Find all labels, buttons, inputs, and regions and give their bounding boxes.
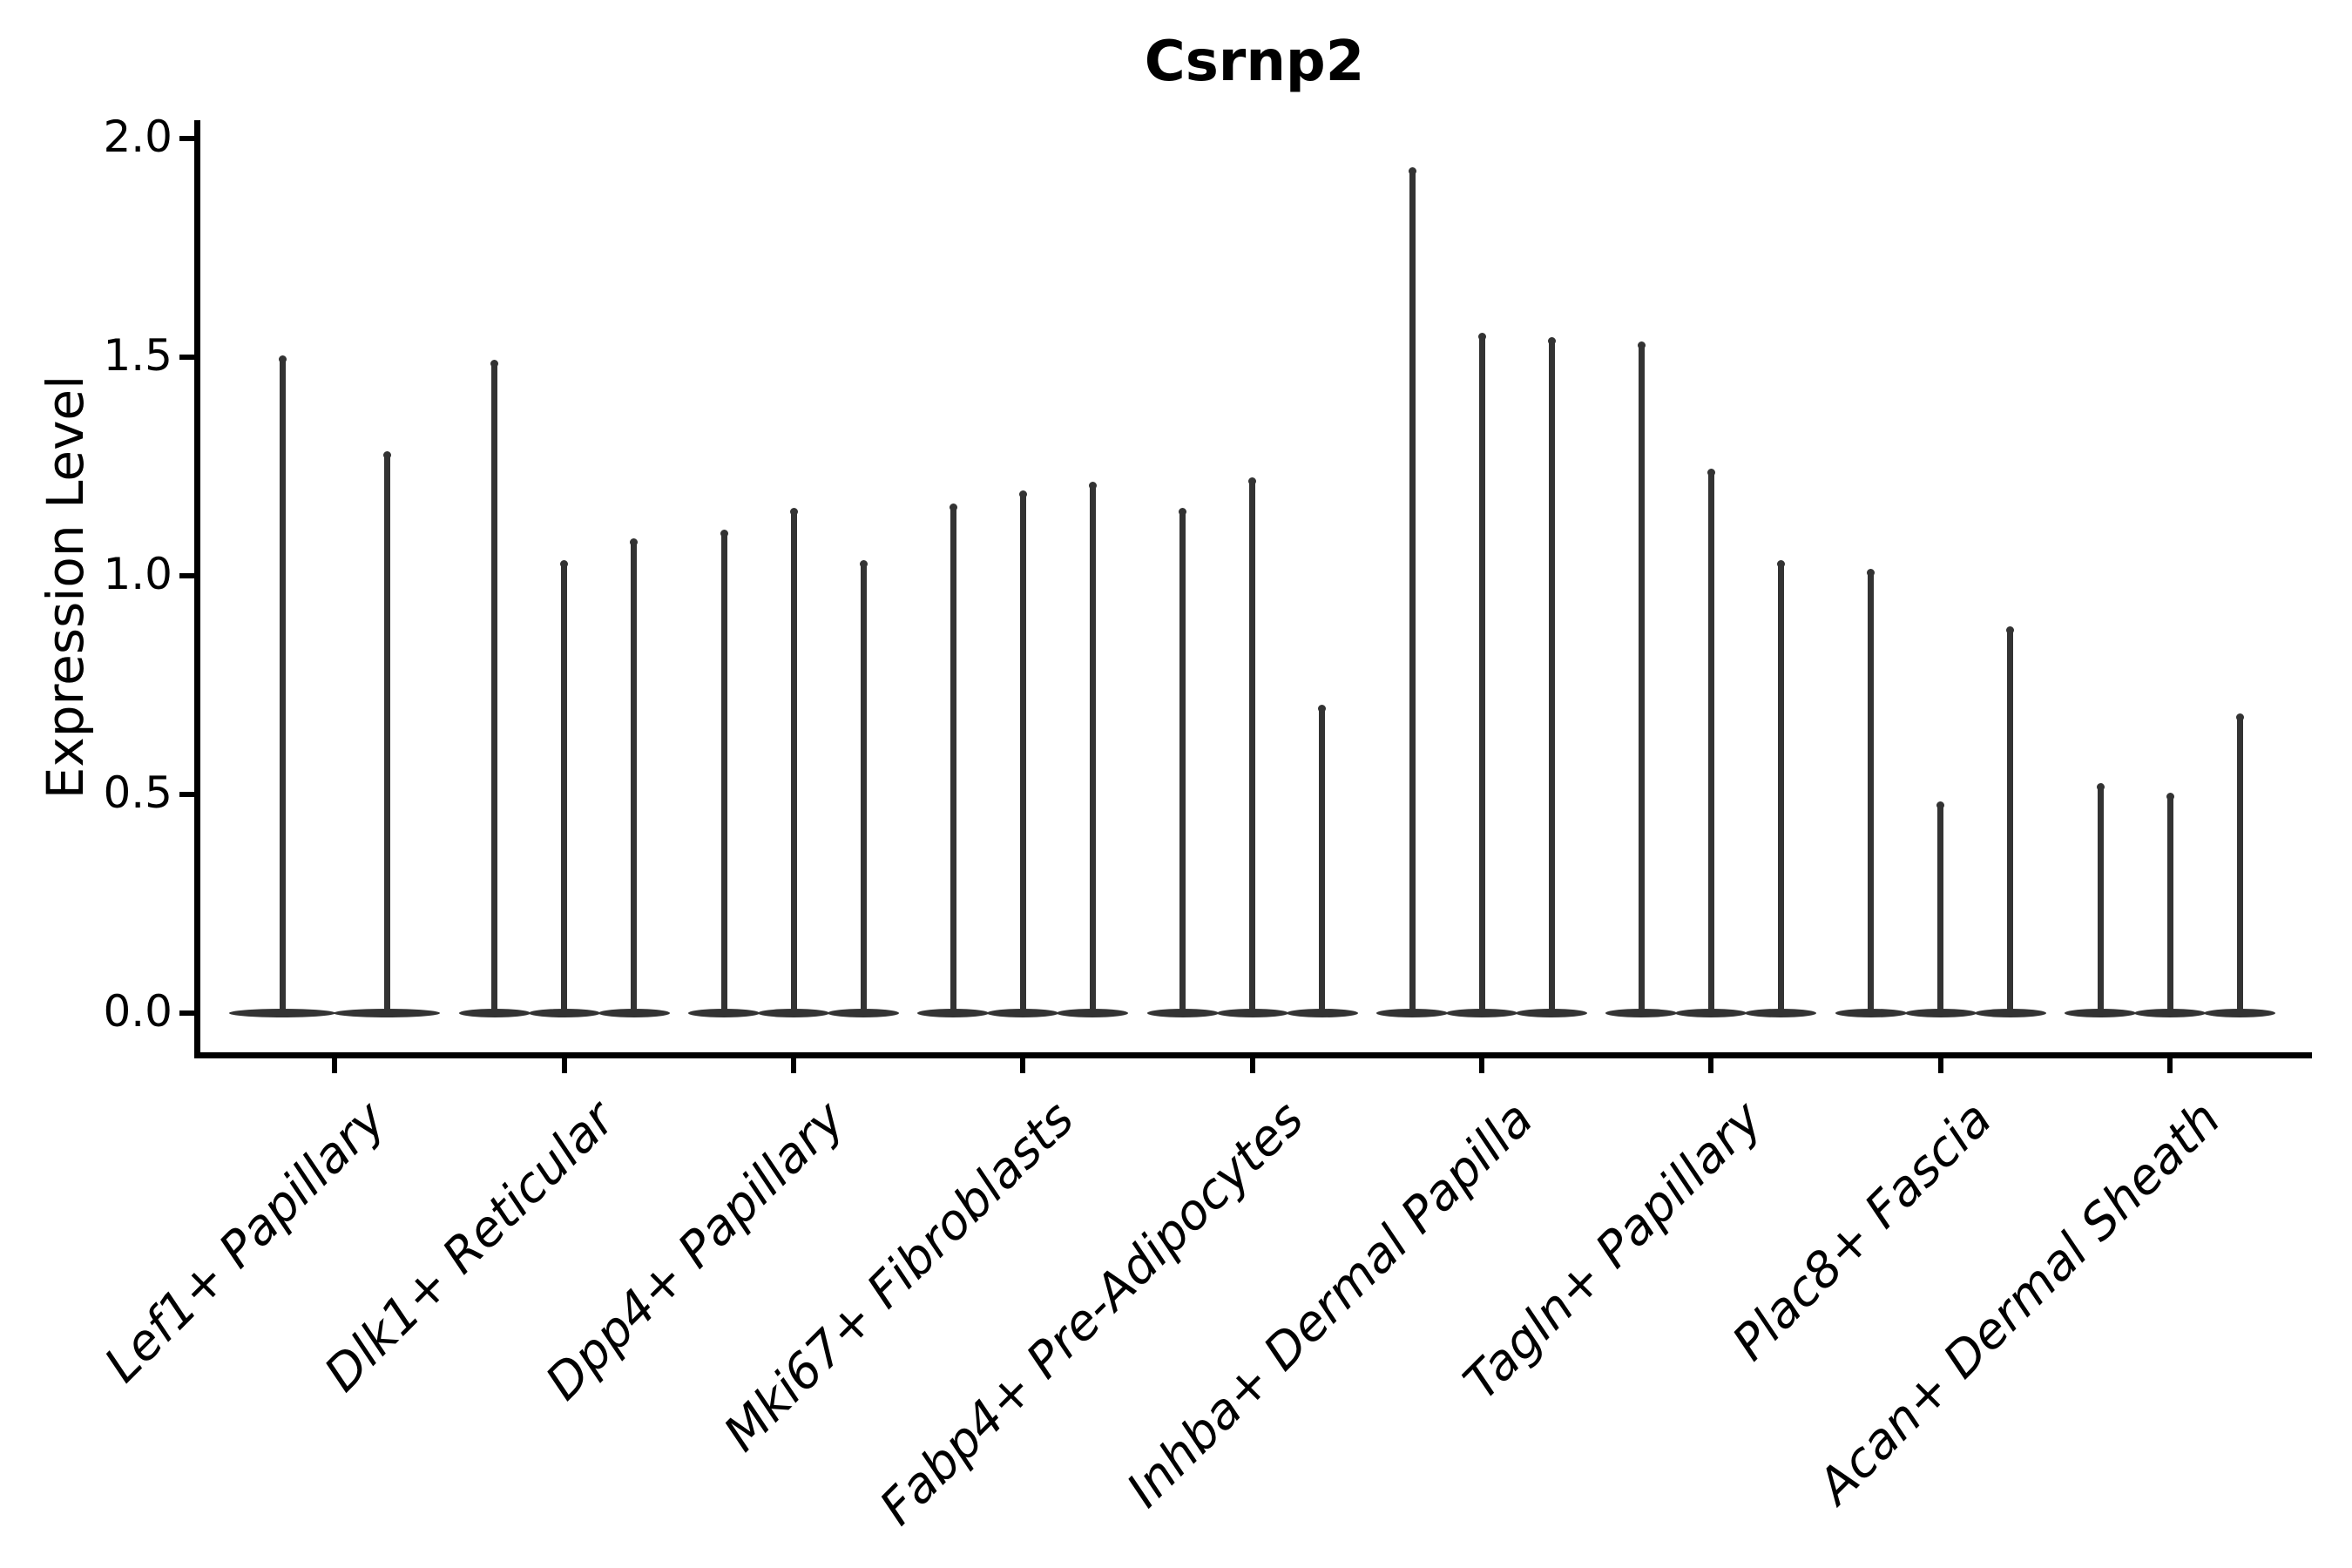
violin-spike	[1319, 706, 1326, 1015]
violin-spike	[1249, 479, 1256, 1015]
violin-spike	[1019, 492, 1026, 1015]
violin-spike	[1409, 168, 1416, 1015]
violin-tip	[1318, 705, 1327, 713]
y-axis-spine	[193, 120, 200, 1058]
x-tick-mark	[791, 1058, 796, 1073]
x-tick-mark	[1479, 1058, 1485, 1073]
x-tick-mark	[1708, 1058, 1714, 1073]
violin-tip	[490, 359, 499, 368]
violin-spike	[1707, 470, 1714, 1015]
violin-spike	[491, 361, 498, 1015]
violin-tip	[278, 355, 287, 363]
violin-tip	[2096, 783, 2105, 792]
y-tick-label: 1.0	[103, 548, 172, 599]
violin-tip	[1547, 337, 1556, 346]
x-tick-mark	[1020, 1058, 1026, 1073]
violin-tip	[949, 504, 957, 512]
y-tick-mark	[179, 572, 194, 578]
violin-tip	[1637, 341, 1646, 350]
violin-tip	[1477, 333, 1486, 341]
violin-tip	[1936, 801, 1945, 809]
violin-tip	[859, 560, 868, 569]
violin-tip	[720, 530, 728, 538]
violin-spike	[1638, 343, 1645, 1015]
violin-tip	[2166, 792, 2174, 801]
violin-tip	[789, 508, 798, 517]
violin-spike	[1777, 562, 1784, 1015]
violin-spike	[950, 505, 956, 1015]
violin-spike	[279, 356, 286, 1015]
violin-tip	[630, 538, 639, 547]
violin-tip	[1707, 469, 1715, 477]
violin-tip	[1179, 508, 1187, 517]
violin-tip	[1018, 490, 1027, 499]
violin-tip	[2006, 625, 2015, 634]
x-category-label: Inhba+ Dermal Papilla	[1115, 1091, 1544, 1519]
violin-spike	[561, 562, 568, 1015]
chart-title: Csrnp2	[1144, 30, 1365, 94]
violin-tip	[560, 560, 569, 569]
x-category-label: Fabp4+ Pre-Adipocytes	[868, 1091, 1315, 1537]
violin-spike	[1089, 483, 1096, 1015]
y-tick-label: 2.0	[103, 111, 172, 162]
violin-spike	[2236, 715, 2243, 1015]
y-tick-label: 0.5	[103, 767, 172, 818]
violin-spike	[2097, 785, 2104, 1015]
violin-tip	[1776, 560, 1785, 569]
x-tick-mark	[561, 1058, 567, 1073]
y-tick-mark	[179, 1010, 194, 1016]
violin-spike	[860, 562, 867, 1015]
x-tick-mark	[1249, 1058, 1255, 1073]
x-tick-mark	[1937, 1058, 1943, 1073]
violin-tip	[1088, 482, 1097, 490]
y-tick-mark	[179, 354, 194, 360]
x-axis-spine	[193, 1051, 2312, 1058]
y-tick-mark	[179, 791, 194, 797]
violin-tip	[1867, 569, 1876, 578]
violin-spike	[2166, 794, 2173, 1015]
y-axis-label: Expression Level	[36, 375, 95, 800]
violin-spike	[1868, 571, 1875, 1015]
violin-spike	[2007, 627, 2014, 1015]
violin-tip	[1248, 477, 1257, 486]
x-tick-mark	[2167, 1058, 2173, 1073]
violin-spike	[631, 540, 638, 1015]
violin-spike	[790, 510, 797, 1015]
violin-spike	[1179, 510, 1186, 1015]
violin-spike	[1937, 802, 1944, 1015]
y-tick-label: 0.0	[103, 985, 172, 1037]
violin-tip	[2235, 713, 2244, 722]
violin-spike	[720, 531, 727, 1015]
violin-spike	[383, 452, 390, 1015]
violin-spike	[1478, 335, 1485, 1015]
x-category-label: Acan+ Dermal Sheath	[1808, 1091, 2233, 1515]
violin-tip	[382, 450, 391, 459]
x-tick-mark	[332, 1058, 338, 1073]
violin-spike	[1548, 339, 1555, 1015]
y-tick-label: 1.5	[103, 329, 172, 381]
violin-tip	[1408, 166, 1416, 175]
y-tick-mark	[179, 135, 194, 141]
